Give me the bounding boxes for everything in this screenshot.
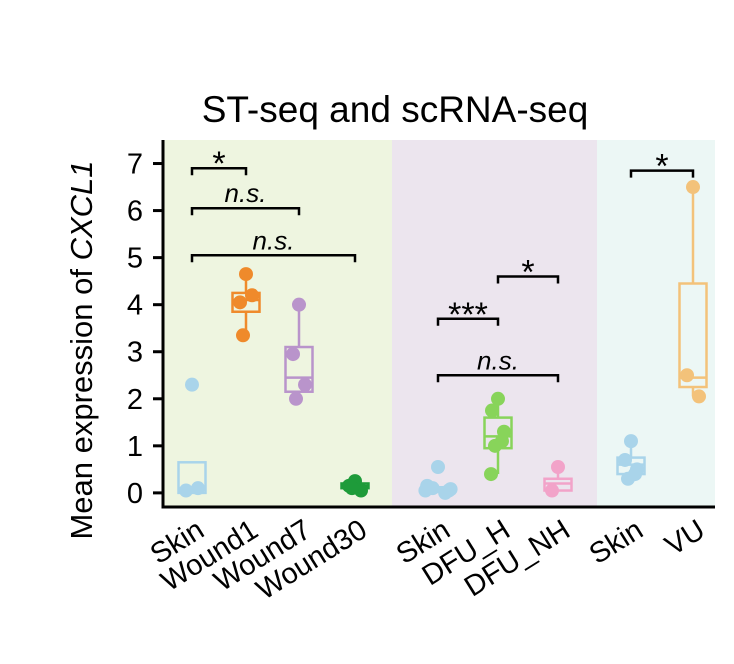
y-axis: 0 1 2 3 4 5 6 7 [127, 140, 165, 510]
y-tick-label: 4 [127, 290, 143, 322]
data-point [191, 481, 205, 496]
data-point [545, 483, 559, 498]
data-point [551, 460, 565, 475]
data-point [236, 328, 250, 343]
bracket-line [190, 166, 248, 176]
y-tick-label: 6 [127, 196, 143, 228]
panel-background [597, 140, 715, 507]
significance-label: *** [448, 296, 488, 334]
significance-bracket: * [496, 253, 560, 291]
bracket-line [629, 169, 695, 178]
data-point [485, 403, 499, 418]
y-tick-label: 7 [127, 149, 143, 181]
data-point [239, 267, 253, 282]
data-point [680, 368, 694, 383]
y-axis-label-prefix: Mean expression of [64, 260, 99, 539]
bracket-line [190, 254, 357, 263]
bracket-line [436, 374, 560, 383]
significance-label: n.s. [253, 225, 295, 255]
data-point [495, 434, 509, 449]
significance-label: * [655, 148, 668, 186]
significance-brackets: *n.s.n.s.****n.s.* [190, 145, 695, 383]
data-point [185, 377, 199, 392]
significance-label: n.s. [477, 345, 519, 375]
significance-bracket: n.s. [436, 345, 560, 383]
data-point [618, 452, 632, 467]
y-tick-label: 3 [127, 337, 143, 369]
box-body [678, 282, 708, 389]
y-tick-label: 1 [127, 431, 143, 463]
significance-bracket: * [190, 145, 248, 183]
y-tick-label: 5 [127, 243, 143, 275]
significance-bracket: n.s. [190, 178, 301, 216]
data-point [628, 467, 642, 482]
significance-label: n.s. [225, 178, 267, 208]
data-point [484, 467, 498, 482]
x-tick-label: VU [660, 514, 711, 562]
data-point [686, 180, 700, 195]
y-axis-label-gene: CXCL1 [64, 160, 99, 260]
bracket-line [190, 206, 301, 216]
data-points [179, 180, 706, 500]
x-tick-label: Skin [584, 514, 649, 571]
data-point [298, 377, 312, 392]
significance-label: * [212, 145, 225, 183]
data-point [292, 297, 306, 312]
data-point [179, 483, 193, 498]
data-point [491, 391, 505, 406]
box-wound7 [284, 304, 314, 399]
y-axis-label: Mean expression of CXCL1 [64, 160, 99, 539]
data-point [286, 347, 300, 362]
panel-background [163, 140, 392, 507]
data-point [692, 389, 706, 404]
significance-bracket: * [629, 148, 695, 186]
bracket-line [496, 275, 560, 284]
bracket-line [436, 317, 500, 326]
significance-bracket: n.s. [190, 225, 357, 263]
panel-backgrounds [163, 140, 715, 507]
data-point [345, 481, 359, 496]
data-point [289, 391, 303, 406]
y-tick-label: 2 [127, 384, 143, 416]
data-point [233, 295, 247, 310]
data-point [624, 434, 638, 449]
significance-label: * [521, 253, 534, 291]
box-body [284, 345, 314, 393]
chart-title: ST-seq and scRNA-seq [202, 89, 589, 130]
y-tick-label: 0 [127, 478, 143, 510]
data-point [431, 460, 445, 475]
significance-bracket: *** [436, 296, 500, 334]
data-point [443, 482, 458, 497]
data-point [245, 288, 259, 303]
data-point [418, 483, 433, 498]
